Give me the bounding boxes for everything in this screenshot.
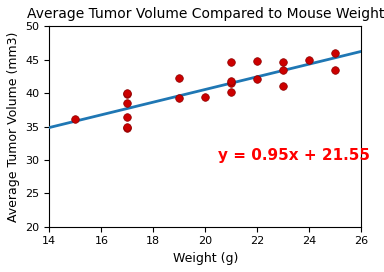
Point <box>254 77 260 81</box>
Point <box>280 84 286 88</box>
Point <box>228 81 235 85</box>
Point <box>202 95 209 99</box>
Point <box>176 96 182 100</box>
Point <box>72 117 78 121</box>
Point <box>124 91 131 95</box>
Point <box>124 101 131 105</box>
Point <box>124 126 131 130</box>
Point <box>124 114 131 119</box>
Point <box>228 60 235 64</box>
Point <box>333 51 339 55</box>
Point <box>228 90 235 95</box>
Point <box>176 76 182 81</box>
Point <box>254 59 260 63</box>
Point <box>228 79 235 83</box>
Point <box>333 67 339 72</box>
Point <box>124 92 131 97</box>
Text: y = 0.95x + 21.55: y = 0.95x + 21.55 <box>218 148 371 163</box>
Title: Average Tumor Volume Compared to Mouse Weight: Average Tumor Volume Compared to Mouse W… <box>27 7 384 21</box>
Point <box>124 124 131 129</box>
Y-axis label: Average Tumor Volume (mm3): Average Tumor Volume (mm3) <box>7 31 20 222</box>
X-axis label: Weight (g): Weight (g) <box>173 252 238 265</box>
Point <box>280 68 286 73</box>
Point <box>280 60 286 64</box>
Point <box>306 57 313 62</box>
